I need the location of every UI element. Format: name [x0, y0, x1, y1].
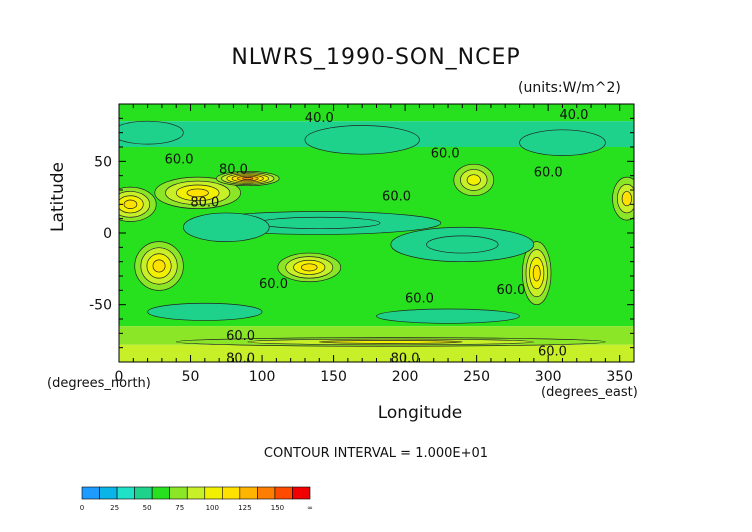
- contour-label: 60.0: [534, 165, 563, 180]
- contour-label: 60.0: [382, 190, 411, 205]
- field-feature: [522, 241, 552, 306]
- plot-area: 40.0 40.0 60.0 80.0 60.0 60.0 80.0 60.0 60.0 60.0…: [119, 104, 634, 367]
- field-feature: [183, 212, 270, 242]
- x-tick-label: 50: [182, 369, 200, 385]
- contour-label: 60.0: [259, 277, 288, 292]
- x-tick-label: 350: [606, 369, 633, 385]
- colorbar-swatch: [81, 486, 100, 500]
- field-band: [119, 104, 634, 122]
- y-unit-label: (degrees_east): [541, 385, 638, 400]
- field-contour-ring: [304, 125, 420, 155]
- field-feature: [134, 241, 184, 291]
- field-feature: [215, 171, 280, 187]
- contour-label: 60.0: [226, 329, 255, 344]
- field-contour-ring: [376, 308, 520, 324]
- contour-label: 80.0: [219, 163, 248, 178]
- colorbar-label: 100: [206, 504, 219, 512]
- colorbar-label: 75: [175, 504, 184, 512]
- y-tick-label: -50: [89, 298, 112, 314]
- field-feature: [453, 163, 495, 197]
- y-axis-title: Latitude: [48, 162, 68, 232]
- colorbar-label: 150: [271, 504, 284, 512]
- field-contour-ring: [426, 235, 499, 254]
- field-feature: [119, 120, 184, 145]
- colorbar-swatch: [134, 486, 153, 500]
- colorbar-label: ∞: [307, 504, 313, 512]
- axes: 0 50 100 150 200 250 300 350 50 0 -50: [89, 103, 635, 385]
- colorbar: 0 25 50 75 100 125 150 ∞: [80, 486, 313, 512]
- field-feature: [175, 337, 606, 347]
- colorbar-swatch: [99, 486, 118, 500]
- contour-label: 60.0: [496, 283, 525, 298]
- colorbar-swatch: [204, 486, 223, 500]
- colorbar-label: 50: [143, 504, 152, 512]
- field-feature: [147, 302, 263, 321]
- contour-interval-text: CONTOUR INTERVAL = 1.000E+01: [263, 446, 489, 461]
- x-tick-label: 100: [249, 369, 276, 385]
- field-contour-ring: [519, 129, 606, 156]
- contour-label: 80.0: [190, 195, 219, 210]
- field-feature: [376, 308, 520, 324]
- contour-label: 60.0: [405, 292, 434, 307]
- field-contour-ring: [621, 191, 632, 207]
- x-tick-label: 300: [535, 369, 562, 385]
- colorbar-swatch: [292, 486, 311, 500]
- x-unit-label: (degrees_north): [47, 376, 151, 391]
- field-feature: [390, 226, 535, 263]
- contour-label: 60.0: [538, 345, 567, 360]
- field-contour-ring: [186, 188, 209, 198]
- units-label: (units:W/m^2): [518, 80, 621, 96]
- y-tick-label: 50: [94, 154, 112, 170]
- field-contour-ring: [123, 199, 138, 209]
- chart-title: NLWRS_1990-SON_NCEP: [231, 45, 521, 70]
- colorbar-swatch: [169, 486, 188, 500]
- field-feature: [304, 125, 420, 155]
- field-contour-ring: [466, 174, 481, 186]
- field-contour-ring: [183, 212, 270, 242]
- colorbar-swatch: [116, 486, 135, 500]
- field-contour-ring: [258, 216, 381, 230]
- colorbar-swatch: [239, 486, 258, 500]
- field-contour-ring: [152, 259, 166, 273]
- field-feature: [119, 186, 157, 222]
- field-contour-ring: [301, 263, 318, 272]
- colorbar-swatch: [151, 486, 170, 500]
- contour-label: 80.0: [226, 352, 255, 367]
- x-tick-label: 250: [463, 369, 490, 385]
- contour-label: 40.0: [305, 111, 334, 126]
- y-tick-label: 0: [103, 226, 112, 242]
- x-tick-label: 0: [115, 369, 124, 385]
- field-contour-ring: [532, 264, 541, 282]
- contour-label: 60.0: [165, 152, 194, 167]
- field-feature: [612, 176, 634, 221]
- contour-label: 40.0: [559, 108, 588, 123]
- colorbar-label: 0: [80, 504, 84, 512]
- field-contour-ring: [119, 120, 184, 145]
- contour-label: 60.0: [431, 147, 460, 162]
- field-contour-ring: [242, 176, 254, 181]
- field-feature: [519, 129, 606, 156]
- field-contour-ring: [147, 302, 263, 321]
- colorbar-swatch: [257, 486, 276, 500]
- colorbar-swatch: [274, 486, 293, 500]
- colorbar-label: 25: [110, 504, 119, 512]
- colorbar-label: 125: [238, 504, 251, 512]
- colorbar-swatch: [222, 486, 241, 500]
- field-band: [119, 344, 634, 362]
- field-feature: [277, 252, 342, 283]
- colorbar-swatch: [186, 486, 206, 500]
- x-tick-label: 200: [392, 369, 419, 385]
- field-contour-ring: [318, 340, 463, 344]
- x-axis-title: Longitude: [377, 403, 463, 423]
- x-tick-label: 150: [320, 369, 347, 385]
- field-feature: [154, 176, 241, 209]
